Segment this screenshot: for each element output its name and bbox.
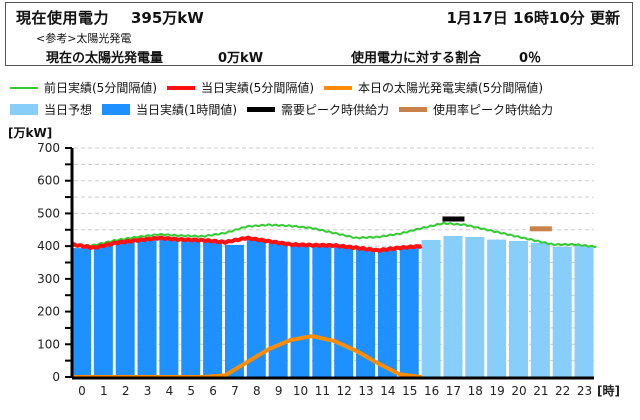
legend-label: 使用率ピーク時供給力 (433, 103, 554, 117)
x-tick-label: 20 (511, 384, 526, 398)
legend-demand-peak: 需要ピーク時供給力 (247, 101, 389, 118)
x-tick-label: 8 (253, 384, 261, 398)
ratio-value: 0％ (519, 51, 542, 66)
actual-bar (356, 248, 376, 377)
forecast-bar (509, 240, 528, 377)
x-tick-label: 19 (490, 384, 505, 398)
solar-label: 現在の太陽光発電量 (46, 51, 164, 66)
red-line-icon (167, 85, 195, 90)
y-axis-unit: [万kW] (8, 126, 53, 140)
actual-bar (115, 241, 135, 377)
legend-prev-day: 前日実績(5分間隔値) (10, 79, 157, 96)
actual-bar (399, 247, 419, 377)
actual-bar (203, 241, 223, 377)
reference-note: <参考>太陽光発電 (36, 32, 132, 45)
x-tick-label: 3 (144, 384, 152, 398)
legend-label: 本日の太陽光発電実績(5分間隔値) (358, 81, 543, 95)
x-tick-label: 4 (166, 384, 174, 398)
actual-bar (334, 246, 354, 377)
usage-peak-marker (529, 226, 552, 232)
orange-line-icon (324, 85, 352, 90)
light-blue-box-icon (10, 104, 38, 115)
legend-label: 当日実績(1時間値) (136, 103, 238, 117)
x-tick-label: 12 (337, 384, 352, 398)
x-tick-label: 15 (402, 384, 417, 398)
legend-actual-hourly: 当日実績(1時間値) (102, 101, 237, 118)
actual-bar (72, 248, 91, 377)
legend-today: 当日実績(5分間隔値) (167, 79, 314, 96)
legend-label: 当日実績(5分間隔値) (201, 81, 314, 95)
y-tick-label: 600 (37, 174, 60, 188)
legend-row-1: 前日実績(5分間隔値) 当日実績(5分間隔値) 本日の太陽光発電実績(5分間隔値… (10, 79, 553, 96)
legend-label: 需要ピーク時供給力 (281, 103, 390, 117)
actual-bar (159, 237, 179, 377)
legend-label: 当日予想 (44, 103, 93, 117)
y-tick-label: 100 (37, 337, 60, 351)
x-tick-label: 11 (315, 384, 330, 398)
blue-box-icon (102, 104, 131, 115)
x-tick-label: 9 (275, 384, 283, 398)
y-tick-label: 0 (52, 370, 60, 384)
x-tick-label: 21 (533, 384, 548, 398)
x-tick-label: 7 (231, 384, 239, 398)
y-tick-label: 400 (37, 239, 60, 253)
forecast-bar (487, 239, 507, 377)
legend-solar: 本日の太陽光発電実績(5分間隔値) (324, 79, 543, 96)
prev-day-line (71, 221, 597, 249)
actual-bar (377, 250, 397, 377)
x-tick-label: 0 (78, 384, 86, 398)
legend-label: 前日実績(5分間隔値) (44, 81, 157, 95)
x-tick-label: 5 (187, 384, 195, 398)
y-tick-label: 300 (37, 272, 60, 286)
x-tick-label: 13 (358, 384, 373, 398)
forecast-bar (465, 236, 485, 377)
black-bar-icon (247, 107, 276, 112)
y-tick-label: 200 (37, 305, 60, 319)
x-tick-label: 2 (122, 384, 130, 398)
x-tick-label: 18 (468, 384, 483, 398)
today-actual-line (71, 235, 423, 253)
update-timestamp: 1月17日 16時10分 更新 (446, 9, 620, 27)
actual-bar (268, 241, 288, 377)
forecast-bar (552, 246, 572, 377)
green-line-icon (10, 86, 38, 89)
x-tick-label: 16 (424, 384, 439, 398)
x-tick-label: 6 (209, 384, 217, 398)
actual-bar (93, 244, 113, 377)
x-axis-unit: [時] (597, 383, 620, 398)
actual-bar (246, 239, 266, 377)
legend-forecast: 当日予想 (10, 101, 92, 118)
x-tick-label: 14 (380, 384, 395, 398)
forecast-bar (574, 245, 594, 377)
y-tick-label: 700 (37, 141, 60, 155)
x-tick-label: 10 (293, 384, 308, 398)
forecast-bar (530, 242, 550, 377)
actual-bar (312, 245, 332, 377)
forecast-bar (421, 239, 441, 377)
actual-bar (290, 244, 310, 377)
x-tick-label: 1 (100, 384, 108, 398)
summary-panel: 現在使用電力 395万kW 1月17日 16時10分 更新 <参考>太陽光発電 … (5, 2, 633, 66)
actual-bar (181, 239, 201, 377)
x-tick-label: 22 (555, 384, 570, 398)
ratio-label: 使用電力に対する割合 (351, 51, 482, 66)
x-tick-label: 23 (577, 384, 592, 398)
solar-value: 0万kW (218, 51, 264, 66)
current-usage-label: 現在使用電力 (16, 9, 110, 27)
legend-row-2: 当日予想 当日実績(1時間値) 需要ピーク時供給力 使用率ピーク時供給力 (10, 101, 563, 118)
current-usage-value: 395万kW (131, 9, 204, 27)
x-tick-label: 17 (446, 384, 461, 398)
y-tick-label: 500 (37, 206, 60, 220)
actual-bar (137, 239, 157, 377)
brown-bar-icon (399, 107, 428, 112)
legend-usage-peak: 使用率ピーク時供給力 (399, 101, 553, 118)
actual-bar (224, 244, 244, 377)
demand-peak-marker (442, 216, 465, 222)
forecast-bar (443, 236, 463, 377)
